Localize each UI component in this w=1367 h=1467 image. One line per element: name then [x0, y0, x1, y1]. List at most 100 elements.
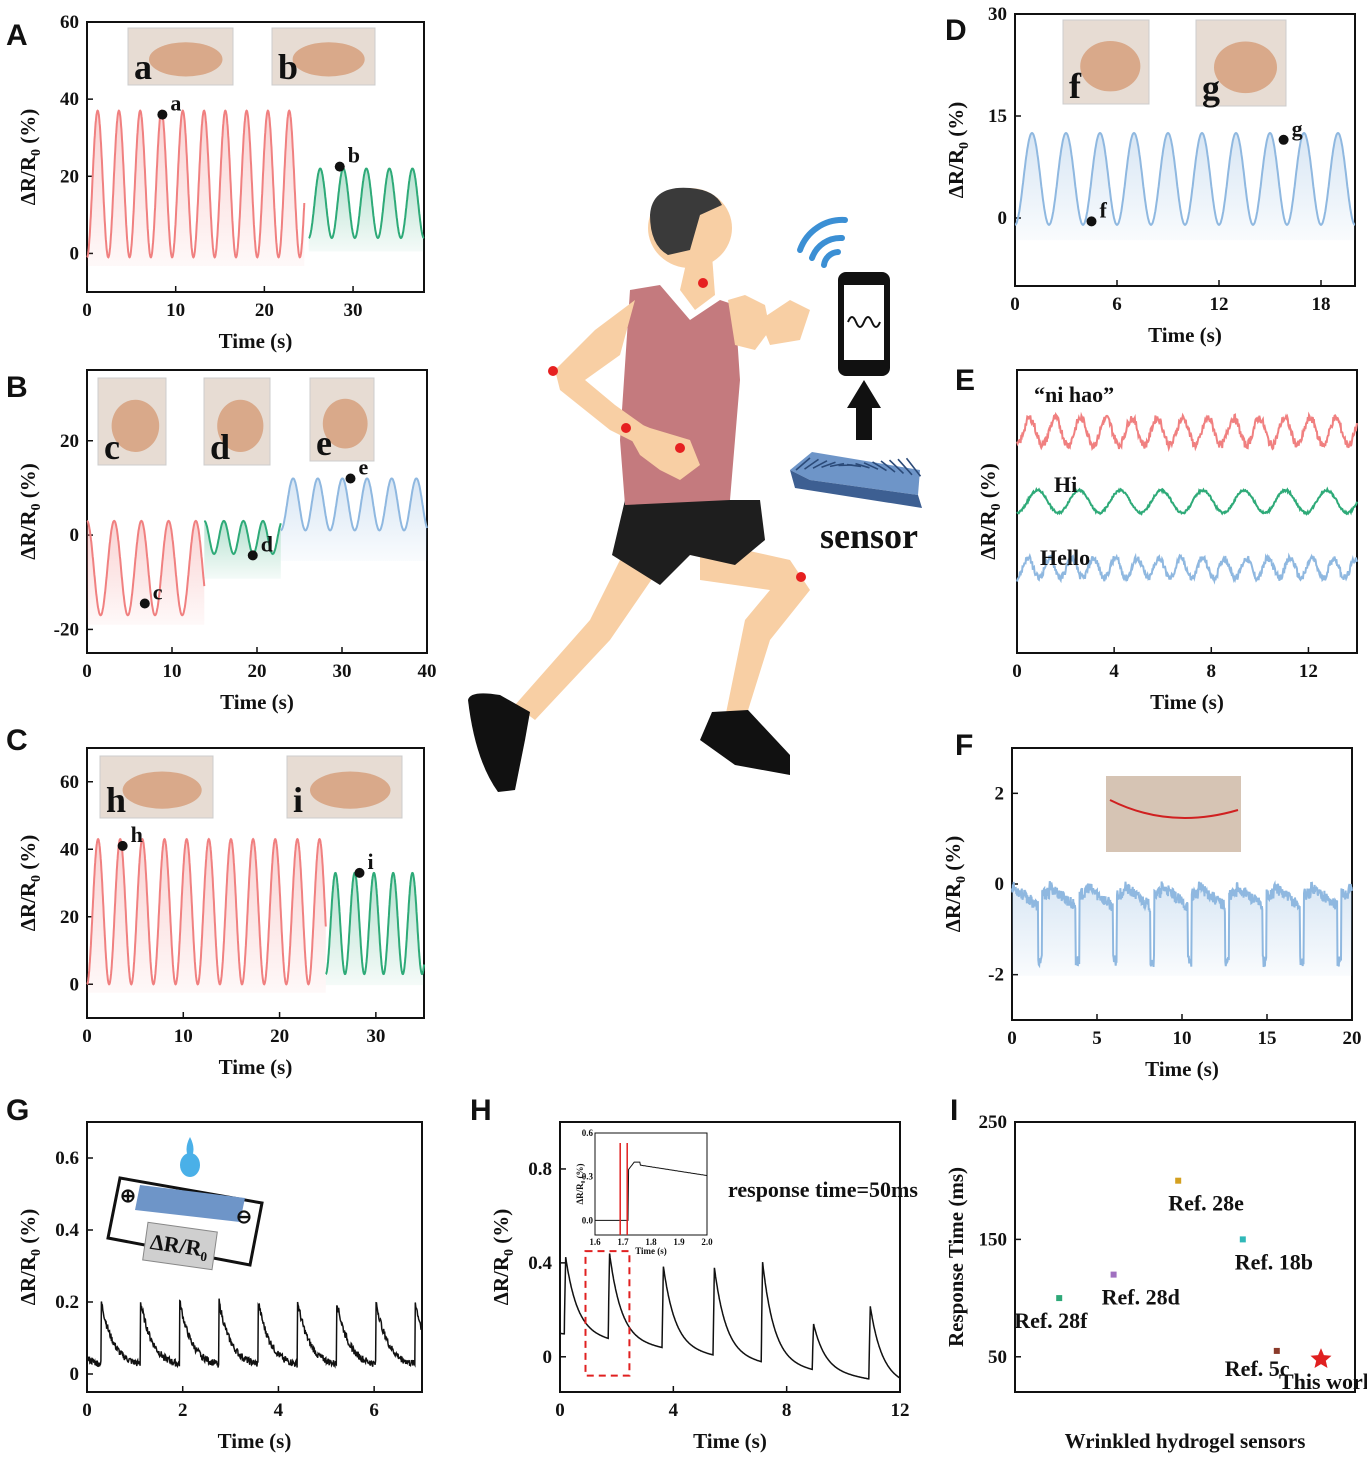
wrinkle-line — [829, 462, 845, 468]
scatter-point — [1273, 1347, 1280, 1354]
x-tick-label: 10 — [163, 661, 182, 682]
inset-y-tick-label: 0.6 — [582, 1128, 594, 1138]
wrinkle-line — [812, 460, 828, 469]
wrinkle-line — [863, 462, 879, 470]
svg-text:H: H — [470, 1094, 492, 1127]
y-tick-label: 150 — [979, 1229, 1008, 1250]
series-line — [1014, 131, 1356, 226]
inset-x-tick-label: 1.6 — [589, 1237, 601, 1247]
y-tick-label: 15 — [988, 106, 1007, 127]
x-tick-label: 0 — [82, 1026, 92, 1047]
y-tick-label: 30 — [988, 4, 1007, 25]
svg-text:I: I — [950, 1094, 958, 1127]
x-tick-label: 0 — [82, 661, 92, 682]
x-axis-label: Time (s) — [1148, 323, 1222, 347]
inset-x-tick-label: 2.0 — [701, 1237, 713, 1247]
y-tick-label: 0 — [70, 974, 80, 995]
x-tick-label: 10 — [166, 300, 185, 321]
x-tick-label: 4 — [274, 1400, 284, 1421]
marker-label: c — [153, 579, 163, 604]
series-fill — [87, 839, 326, 993]
x-tick-label: 4 — [669, 1400, 679, 1421]
series-fill — [1015, 133, 1355, 241]
chart-f: 0 5 10 15 20 -2 0 2 Time (s) ΔR/R0 (%) — [941, 747, 1362, 1081]
response-time-annotation: response time=50ms — [728, 1177, 918, 1202]
y-tick-label: 0 — [70, 243, 80, 264]
y-axis-label: ΔR/R0 (%) — [941, 836, 969, 933]
inset-photo-i-label: i — [293, 780, 303, 820]
x-tick-label: 40 — [418, 661, 437, 682]
x-axis-label: Time (s) — [219, 1055, 293, 1079]
y-axis-label: Response Time (ms) — [944, 1167, 968, 1347]
inset-photo-a-label: a — [134, 47, 152, 87]
inset-frame — [594, 1132, 708, 1236]
x-tick-label: 12 — [891, 1400, 910, 1421]
series-fill — [87, 520, 205, 625]
marker-label: f — [1100, 197, 1108, 222]
y-axis-label: ΔR/R0 (%) — [16, 463, 44, 560]
data-marker — [117, 840, 128, 851]
plot-frame — [1014, 13, 1356, 287]
series-line — [1016, 552, 1358, 585]
y-tick-label: 0.8 — [528, 1159, 552, 1180]
star-point — [1310, 1348, 1332, 1368]
x-tick-label: 30 — [333, 661, 352, 682]
chart-e: 0 4 8 12 Time (s) ΔR/R0 (%) “ni hao” Hi Hello — [976, 369, 1358, 714]
x-axis-label: Time (s) — [693, 1429, 767, 1453]
plot-frame — [1014, 1121, 1356, 1393]
x-axis-label: Wrinkled hydrogel sensors — [1065, 1429, 1306, 1453]
wifi-icon — [797, 216, 848, 268]
inset-y-axis-label: ΔR/R₀ (%) — [575, 1163, 585, 1204]
x-axis-label: Time (s) — [218, 1429, 292, 1453]
inset-photo-f-skin — [1080, 40, 1141, 92]
x-tick-label: 2 — [178, 1400, 188, 1421]
scatter-point — [1056, 1295, 1063, 1302]
point-label: Ref. 28f — [1014, 1308, 1088, 1333]
inset-x-tick-label: 1.7 — [617, 1237, 629, 1247]
point-label: This work — [1279, 1369, 1367, 1394]
inset-photo-e-label: e — [316, 423, 332, 463]
y-axis-label: ΔR/R0 (%) — [16, 835, 44, 932]
marker-label: g — [1292, 116, 1303, 141]
x-axis-label: Time (s) — [1150, 690, 1224, 714]
plot-frame — [86, 747, 425, 1019]
x-tick-label: 6 — [369, 1400, 379, 1421]
scatter-point — [1239, 1236, 1246, 1243]
y-axis-label: ΔR/R0 (%) — [976, 463, 1004, 560]
y-tick-label: -2 — [988, 965, 1004, 986]
data-marker — [354, 867, 365, 878]
water-drop-icon-body — [180, 1153, 200, 1177]
chart-h: 0 4 8 12 0 0.4 0.8 Time (s) ΔR/R0 (%) response ti… — [489, 1121, 918, 1453]
inset-photo-b-skin — [292, 42, 365, 77]
marker-label: b — [348, 143, 360, 168]
inset-x-tick-label: 1.9 — [673, 1237, 685, 1247]
inset-photo-i-skin — [310, 771, 391, 809]
x-tick-label: 20 — [248, 661, 267, 682]
y-tick-label: 0.4 — [528, 1253, 552, 1274]
x-tick-label: 15 — [1258, 1028, 1277, 1049]
x-tick-label: 8 — [1207, 661, 1217, 682]
y-tick-label: 40 — [60, 89, 79, 110]
y-tick-label: 40 — [60, 839, 79, 860]
svg-text:F: F — [955, 729, 973, 762]
svg-text:C: C — [6, 724, 28, 757]
resistor-box — [142, 1221, 218, 1271]
running-man-illustration — [468, 187, 810, 792]
svg-text:E: E — [955, 364, 975, 397]
inset-photo-h-skin — [122, 771, 202, 809]
inset-photo-f-label: f — [1069, 66, 1082, 106]
inset-photo-d-label: d — [210, 427, 230, 467]
inset-photo-h-label: h — [106, 780, 126, 820]
x-tick-label: 30 — [366, 1026, 385, 1047]
y-tick-label: 60 — [60, 772, 79, 793]
inset-photo-e-skin — [322, 398, 368, 449]
y-tick-label: 250 — [979, 1112, 1008, 1133]
plot-frame — [86, 21, 425, 293]
plot-frame — [559, 1121, 901, 1393]
x-axis-label: Time (s) — [219, 329, 293, 353]
series-fill — [280, 478, 427, 561]
y-tick-label: -20 — [54, 619, 79, 640]
y-tick-label: 0 — [995, 874, 1005, 895]
x-tick-label: 6 — [1112, 294, 1122, 315]
y-axis-label: ΔR/R0 (%) — [16, 109, 44, 206]
